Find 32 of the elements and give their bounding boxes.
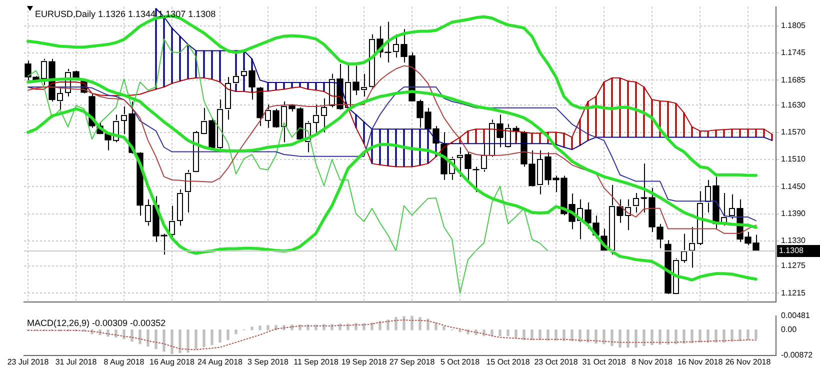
x-tick-label: 23 Jul 2018 xyxy=(7,357,50,366)
y-tick-label: 0.00 xyxy=(781,325,798,334)
y-tick-label: 1.1390 xyxy=(781,209,806,218)
y-tick-label: 1.1510 xyxy=(781,154,806,164)
x-tick-label: 26 Nov 2018 xyxy=(725,357,772,366)
y-tick-label: -0.00872 xyxy=(781,350,814,360)
x-tick-label: 16 Nov 2018 xyxy=(677,357,724,366)
y-tick-label: 1.1570 xyxy=(781,128,806,137)
y-tick-label: 1.1685 xyxy=(781,75,806,84)
x-tick-label: 31 Oct 2018 xyxy=(582,357,626,366)
y-tick-label: 1.1630 xyxy=(781,100,806,110)
y-tick-label: 1.1450 xyxy=(781,182,806,191)
y-tick-label: 1.1215 xyxy=(781,288,806,298)
y-tick-label: 1.1805 xyxy=(781,21,806,30)
x-tick-label: 16 Aug 2018 xyxy=(150,357,196,366)
x-tick-label: 5 Oct 2018 xyxy=(440,357,480,366)
y-tick-label: 1.1330 xyxy=(781,236,806,246)
ref-line-label: 1.1308 xyxy=(779,246,804,256)
x-tick-label: 24 Aug 2018 xyxy=(198,357,244,366)
x-tick-label: 15 Oct 2018 xyxy=(486,357,530,366)
x-tick-label: 19 Sep 2018 xyxy=(341,357,388,366)
x-tick-label: 11 Sep 2018 xyxy=(294,357,339,366)
x-tick-label: 8 Nov 2018 xyxy=(632,357,674,366)
x-tick-label: 3 Sep 2018 xyxy=(248,357,290,366)
chart-title: MACD(12,26,9) -0.00309 -0.00352 xyxy=(27,318,166,328)
x-tick-label: 23 Oct 2018 xyxy=(534,357,578,366)
y-tick-label: 1.1275 xyxy=(781,261,806,270)
y-tick-label: 1.1745 xyxy=(781,48,806,58)
x-tick-label: 27 Sep 2018 xyxy=(389,357,436,366)
y-tick-label: 0.00481 xyxy=(781,311,810,320)
x-tick-label: 31 Jul 2018 xyxy=(55,357,98,366)
x-tick-label: 8 Aug 2018 xyxy=(104,357,145,366)
